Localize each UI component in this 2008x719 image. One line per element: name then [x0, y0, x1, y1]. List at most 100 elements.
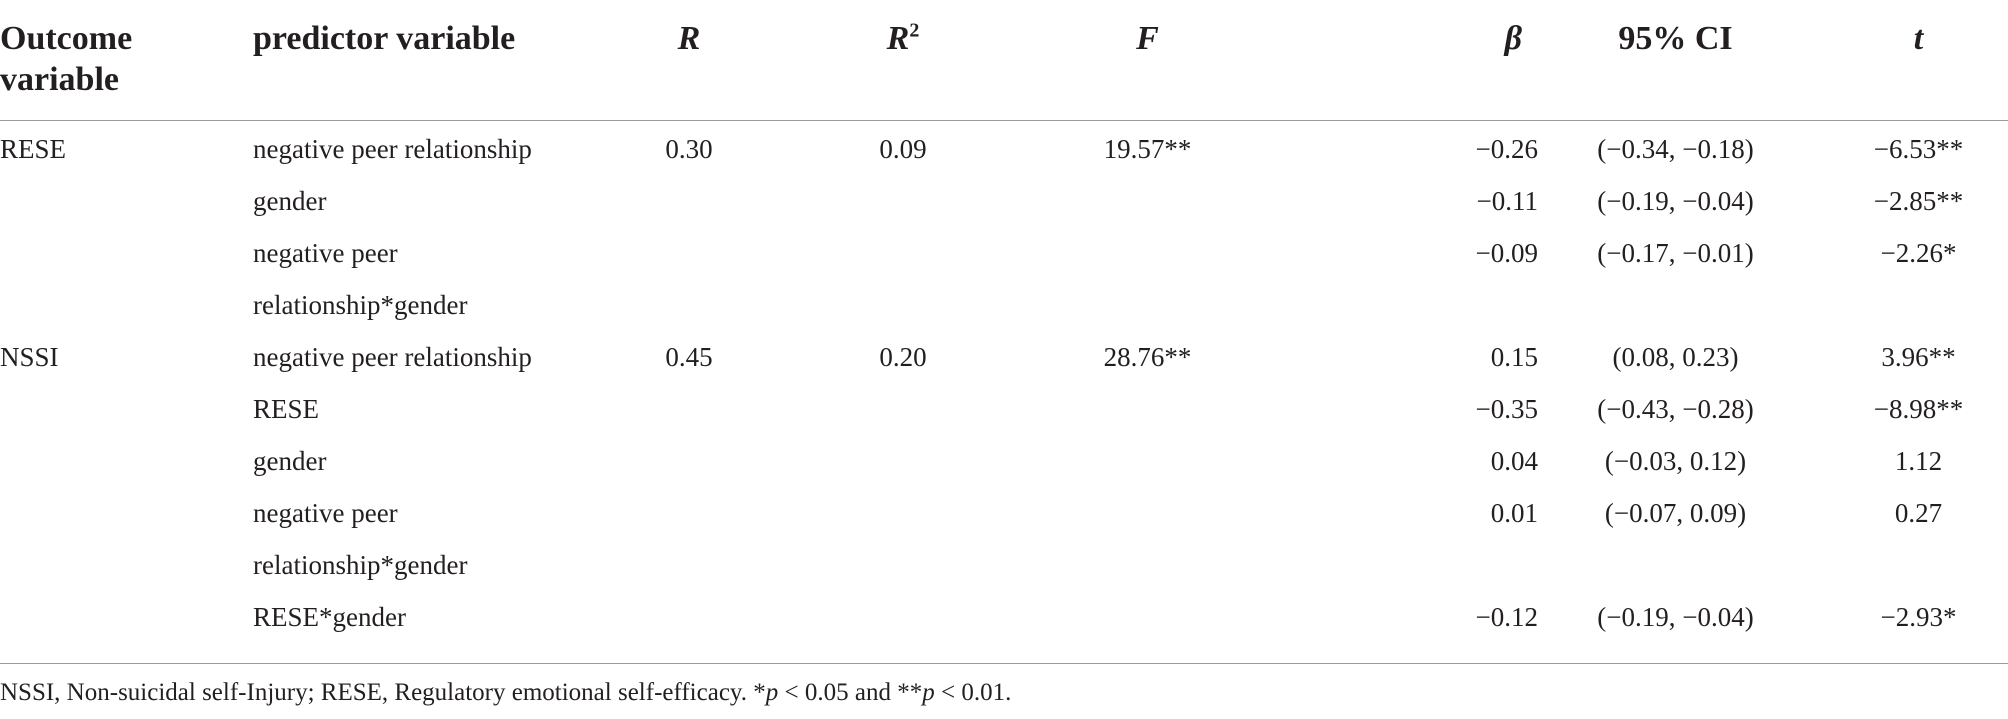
header-beta: β — [1270, 0, 1538, 121]
cell-ci: (−0.34, −0.18) — [1597, 134, 1754, 164]
cell-r-squared — [781, 383, 1025, 435]
regression-table-container: Outcome variable predictor variable R R2… — [0, 0, 2008, 659]
cell-f — [1025, 175, 1270, 227]
cell-ci: (−0.19, −0.04) — [1597, 602, 1754, 632]
cell-predictor: RESE*gender — [253, 602, 406, 632]
cell-predictor: gender — [253, 186, 327, 216]
cell-beta: −0.11 — [1476, 186, 1538, 216]
cell-outcome: RESE — [0, 134, 67, 164]
footnote-text-3: < 0.01. — [934, 679, 1012, 706]
cell-predictor: gender — [253, 446, 327, 476]
cell-predictor: RESE — [253, 394, 320, 424]
footnote-p-symbol-1: p — [765, 679, 779, 706]
header-outcome-variable: Outcome variable — [0, 0, 253, 121]
cell-t: 3.96** — [1881, 342, 1956, 372]
cell-r-squared — [781, 175, 1025, 227]
cell-f: 28.76** — [1103, 342, 1192, 372]
cell-t — [1813, 279, 2008, 331]
cell-outcome — [0, 435, 253, 487]
header-r-squared-exponent: 2 — [909, 19, 920, 42]
footnote-text-2: < 0.05 and ** — [778, 679, 923, 706]
cell-outcome — [0, 383, 253, 435]
table-row: gender 0.04 (−0.03, 0.12) 1.12 — [0, 435, 2008, 487]
regression-table: Outcome variable predictor variable R R2… — [0, 0, 2008, 659]
table-bottom-rule — [0, 663, 2008, 664]
cell-r-squared — [781, 591, 1025, 659]
cell-f — [1025, 279, 1270, 331]
header-predictor-variable: predictor variable — [253, 0, 597, 121]
cell-t: −2.93* — [1880, 602, 1957, 632]
footnote-text-1: NSSI, Non-suicidal self-Injury; RESE, Re… — [0, 679, 766, 706]
cell-f — [1025, 383, 1270, 435]
cell-r — [597, 227, 781, 279]
cell-t: −2.26* — [1880, 238, 1957, 268]
cell-f — [1025, 227, 1270, 279]
cell-r-squared: 0.09 — [879, 134, 927, 164]
cell-r-squared — [781, 227, 1025, 279]
cell-ci: (−0.03, 0.12) — [1604, 446, 1747, 476]
cell-r-squared: 0.20 — [879, 342, 927, 372]
cell-t: 0.27 — [1894, 498, 1943, 528]
cell-predictor: relationship*gender — [253, 550, 468, 580]
cell-r-squared — [781, 487, 1025, 539]
cell-outcome — [0, 539, 253, 591]
header-f: F — [1025, 0, 1270, 121]
table-row: relationship*gender — [0, 539, 2008, 591]
cell-t — [1813, 539, 2008, 591]
cell-predictor: negative peer relationship — [253, 342, 532, 372]
header-t: t — [1813, 0, 2008, 121]
cell-r: 0.45 — [665, 342, 713, 372]
cell-r — [597, 279, 781, 331]
cell-ci: (−0.19, −0.04) — [1597, 186, 1754, 216]
cell-ci: (0.08, 0.23) — [1612, 342, 1739, 372]
cell-predictor: negative peer — [253, 498, 398, 528]
cell-t: −6.53** — [1873, 134, 1964, 164]
cell-beta: −0.09 — [1475, 238, 1538, 268]
cell-ci: (−0.17, −0.01) — [1597, 238, 1754, 268]
cell-f — [1025, 591, 1270, 659]
header-r-squared: R2 — [781, 0, 1025, 121]
table-row: negative peer 0.01 (−0.07, 0.09) 0.27 — [0, 487, 2008, 539]
cell-beta — [1270, 539, 1538, 591]
cell-predictor: negative peer — [253, 238, 398, 268]
cell-r — [597, 487, 781, 539]
cell-ci — [1538, 279, 1813, 331]
cell-outcome: NSSI — [0, 342, 59, 372]
table-row: gender −0.11 (−0.19, −0.04) −2.85** — [0, 175, 2008, 227]
cell-outcome — [0, 591, 253, 659]
cell-t: −2.85** — [1873, 186, 1964, 216]
cell-beta: −0.26 — [1475, 134, 1538, 164]
cell-beta: 0.15 — [1490, 342, 1538, 372]
cell-predictor: relationship*gender — [253, 290, 468, 320]
header-95ci: 95% CI — [1538, 0, 1813, 121]
cell-ci: (−0.07, 0.09) — [1604, 498, 1747, 528]
cell-t: 1.12 — [1894, 446, 1943, 476]
cell-outcome — [0, 175, 253, 227]
cell-f — [1025, 435, 1270, 487]
cell-beta: −0.35 — [1475, 394, 1538, 424]
cell-outcome — [0, 279, 253, 331]
cell-r — [597, 175, 781, 227]
footnote-p-symbol-2: p — [922, 679, 935, 706]
cell-r — [597, 383, 781, 435]
cell-ci — [1538, 539, 1813, 591]
cell-r-squared — [781, 279, 1025, 331]
table-footnote: NSSI, Non-suicidal self-Injury; RESE, Re… — [0, 678, 1011, 708]
cell-beta: −0.12 — [1475, 602, 1538, 632]
table-row: relationship*gender — [0, 279, 2008, 331]
cell-outcome — [0, 487, 253, 539]
cell-beta: 0.01 — [1490, 498, 1538, 528]
cell-r-squared — [781, 539, 1025, 591]
cell-outcome — [0, 227, 253, 279]
table-row: NSSI negative peer relationship 0.45 0.2… — [0, 331, 2008, 383]
table-row: RESE negative peer relationship 0.30 0.0… — [0, 121, 2008, 176]
table-header-row: Outcome variable predictor variable R R2… — [0, 0, 2008, 121]
cell-r — [597, 591, 781, 659]
cell-r-squared — [781, 435, 1025, 487]
cell-r — [597, 435, 781, 487]
cell-f: 19.57** — [1103, 134, 1192, 164]
table-row: negative peer −0.09 (−0.17, −0.01) −2.26… — [0, 227, 2008, 279]
cell-r — [597, 539, 781, 591]
cell-beta: 0.04 — [1490, 446, 1538, 476]
cell-ci: (−0.43, −0.28) — [1597, 394, 1754, 424]
